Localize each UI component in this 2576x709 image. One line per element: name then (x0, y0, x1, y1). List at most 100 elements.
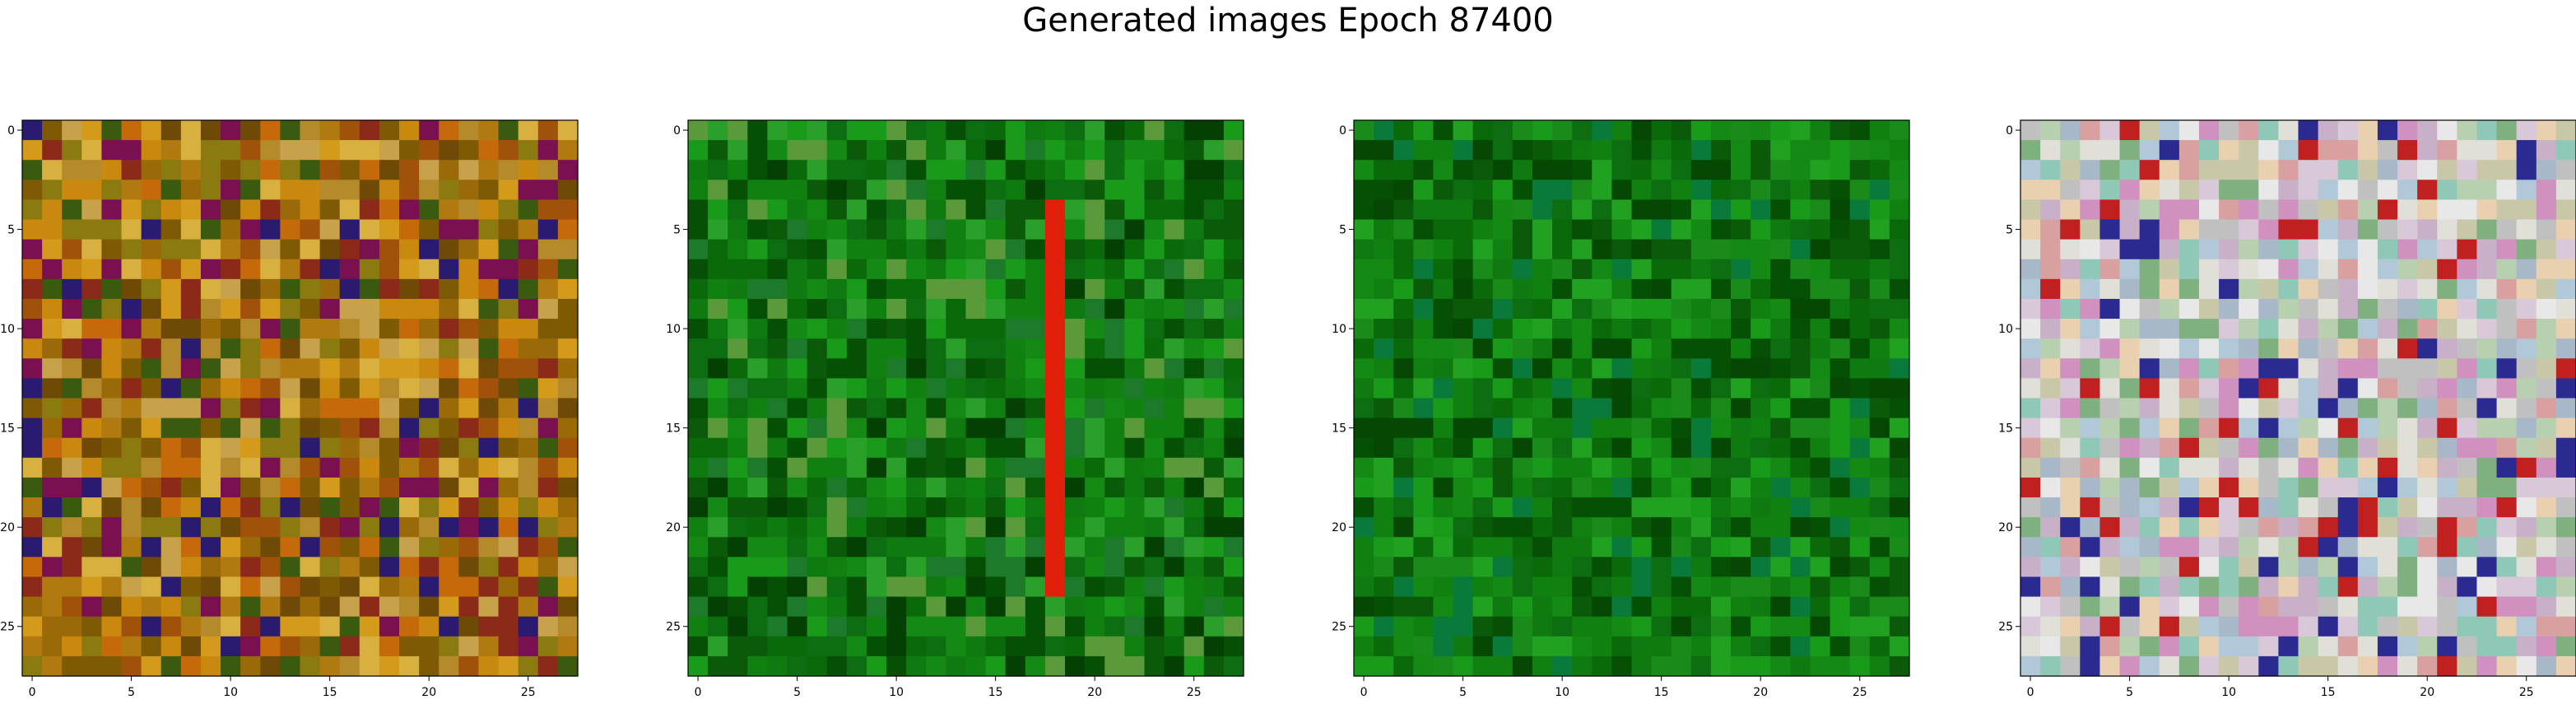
pixel-cell (300, 199, 321, 221)
pixel-cell (2357, 537, 2378, 557)
pixel-cell (2337, 120, 2359, 141)
pixel-cell (2020, 655, 2041, 677)
pixel-cell (2555, 319, 2576, 339)
pixel-cell (379, 239, 400, 260)
pixel-cell (1144, 338, 1165, 359)
pixel-cell (1472, 497, 1494, 518)
pixel-cell (498, 358, 519, 379)
pixel-cell (1183, 338, 1205, 359)
x-tick-label: 25 (2519, 686, 2534, 699)
pixel-cell (2437, 319, 2457, 339)
pixel-cell (2357, 239, 2378, 260)
pixel-cell (2099, 596, 2121, 618)
pixel-cell (1203, 537, 1225, 557)
pixel-cell (1453, 319, 1474, 339)
pixel-cell (2417, 596, 2438, 618)
pixel-cell (926, 457, 946, 478)
pixel-cell (826, 457, 848, 478)
pixel-cell (1790, 517, 1811, 538)
pixel-cell (141, 338, 162, 359)
pixel-cell (101, 537, 123, 557)
pixel-cell (2099, 319, 2121, 339)
pixel-cell (1164, 537, 1185, 557)
pixel-cell (2417, 457, 2438, 478)
pixel-cell (1183, 457, 1205, 478)
pixel-grid (688, 120, 1244, 677)
pixel-cell (1552, 219, 1573, 240)
pixel-cell (1572, 576, 1593, 598)
pixel-cell (747, 278, 769, 300)
pixel-cell (1651, 417, 1672, 439)
pixel-cell (101, 298, 123, 320)
pixel-cell (2536, 219, 2557, 240)
pixel-cell (2476, 537, 2498, 557)
pixel-cell (1830, 160, 1851, 180)
pixel-cell (1144, 596, 1165, 618)
pixel-cell (708, 457, 728, 478)
pixel-cell (2555, 298, 2576, 320)
pixel-cell (2278, 338, 2299, 359)
pixel-cell (946, 180, 967, 201)
pixel-cell (688, 437, 709, 459)
pixel-cell (2198, 378, 2220, 399)
pixel-cell (2377, 636, 2398, 657)
pixel-cell (985, 417, 1007, 439)
pixel-cell (2516, 219, 2537, 240)
pixel-cell (399, 636, 420, 657)
pixel-cell (121, 140, 142, 161)
pixel-cell (708, 537, 728, 557)
pixel-cell (2219, 596, 2239, 618)
pixel-cell (1631, 278, 1653, 300)
pixel-cell (1611, 338, 1633, 359)
pixel-cell (1164, 557, 1185, 578)
pixel-cell (2119, 239, 2141, 260)
pixel-cell (787, 160, 808, 180)
pixel-cell (767, 398, 788, 419)
pixel-cell (478, 199, 500, 221)
x-tick-label: 15 (1654, 686, 1669, 699)
pixel-cell (1065, 140, 1086, 161)
pixel-cell (1065, 616, 1086, 637)
pixel-cell (2377, 219, 2398, 240)
pixel-cell (1354, 437, 1374, 459)
pixel-cell (260, 319, 281, 339)
pixel-cell (946, 219, 967, 240)
pixel-cell (2119, 636, 2141, 657)
pixel-cell (2457, 417, 2478, 439)
pixel-cell (2337, 199, 2359, 221)
pixel-cell (537, 259, 559, 280)
pixel-cell (160, 596, 182, 618)
pixel-cell (557, 378, 579, 399)
pixel-cell (1651, 160, 1672, 180)
pixel-cell (101, 417, 123, 439)
pixel-cell (787, 596, 808, 618)
pixel-cell (498, 636, 519, 657)
pixel-cell (1005, 160, 1026, 180)
pixel-cell (1005, 636, 1026, 657)
pixel-cell (807, 259, 828, 280)
pixel-cell (1005, 378, 1026, 399)
x-tick-label: 25 (521, 686, 536, 699)
pixel-cell (339, 199, 360, 221)
pixel-cell (399, 596, 420, 618)
pixel-cell (2080, 239, 2101, 260)
pixel-cell (926, 437, 946, 459)
pixel-cell (419, 219, 439, 240)
pixel-cell (2278, 537, 2299, 557)
pixel-cell (1044, 517, 1066, 538)
pixel-cell (1671, 477, 1692, 498)
pixel-cell (1869, 278, 1890, 300)
pixel-cell (2357, 199, 2378, 221)
pixel-cell (2457, 497, 2478, 518)
pixel-cell (1393, 319, 1414, 339)
pixel-cell (1710, 477, 1732, 498)
pixel-cell (121, 160, 142, 180)
pixel-cell (807, 239, 828, 260)
pixel-cell (1085, 537, 1105, 557)
pixel-cell (2337, 477, 2359, 498)
pixel-cell (339, 655, 360, 677)
pixel-cell (728, 437, 748, 459)
pixel-cell (688, 319, 709, 339)
pixel-cell (1124, 259, 1146, 280)
pixel-cell (1830, 477, 1851, 498)
